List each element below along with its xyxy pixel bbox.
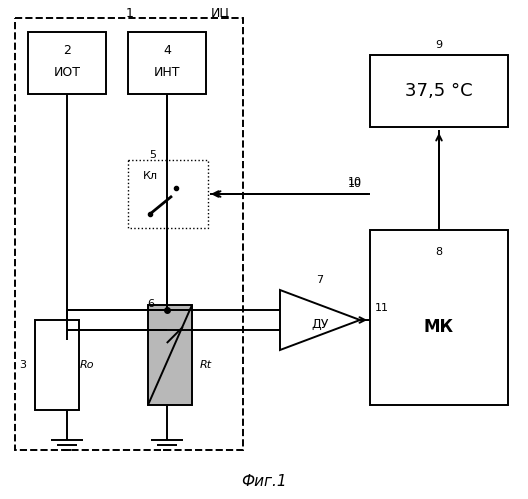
Bar [148,305,192,405]
Text: ИЦ: ИЦ [211,6,230,19]
Text: 3: 3 [20,360,26,370]
Text: 6: 6 [147,299,155,309]
Text: 11: 11 [375,303,389,313]
Text: Фиг.1: Фиг.1 [241,475,287,490]
Text: 10: 10 [348,179,362,189]
Bar [370,55,508,127]
Bar [370,230,508,405]
Bar [35,320,79,410]
Bar [28,32,106,94]
Text: 7: 7 [316,275,324,285]
Text: 10: 10 [348,177,362,187]
Text: 5: 5 [149,150,156,160]
Text: 8: 8 [436,247,442,257]
Text: ИОТ: ИОТ [53,65,80,78]
Text: 4: 4 [163,43,171,56]
Text: 2: 2 [63,43,71,56]
Text: 9: 9 [436,40,442,50]
Text: МК: МК [424,318,454,336]
Bar [128,160,208,228]
Text: 37,5 °С: 37,5 °С [405,82,473,100]
Text: Rt: Rt [200,360,212,370]
Text: ДУ: ДУ [312,317,329,330]
Text: ИНТ: ИНТ [154,65,180,78]
Text: Кл: Кл [143,171,157,181]
Bar [15,18,243,450]
Text: 1: 1 [126,6,134,19]
Text: Rо: Rо [80,360,95,370]
Bar [128,32,206,94]
